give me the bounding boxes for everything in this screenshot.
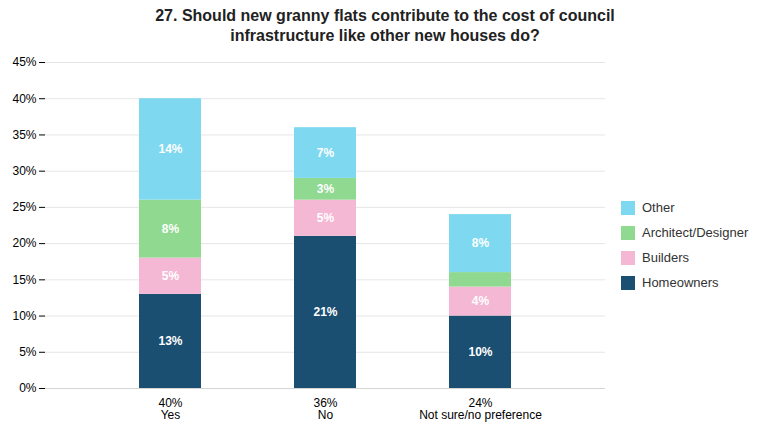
svg-text:10%: 10% [12, 309, 36, 323]
svg-text:5%: 5% [162, 269, 180, 283]
svg-text:7%: 7% [317, 146, 335, 160]
svg-text:24%Not sure/no preference: 24%Not sure/no preference [419, 396, 542, 422]
html-text:Architect/Designer: Architect/Designer [642, 225, 749, 240]
svg-text:14%: 14% [158, 142, 182, 156]
svg-text:8%: 8% [472, 236, 490, 250]
svg-text:5%: 5% [19, 345, 37, 359]
svg-text:20%: 20% [12, 236, 36, 250]
svg-text:13%: 13% [158, 334, 182, 348]
svg-text:21%: 21% [313, 305, 337, 319]
svg-text:10%: 10% [468, 345, 492, 359]
svg-text:36%No: 36%No [313, 396, 337, 422]
html-text:Homeowners: Homeowners [642, 275, 719, 290]
html-text:Builders: Builders [642, 250, 689, 265]
svg-text:5%: 5% [317, 211, 335, 225]
html-text:27. Should new granny flats co: 27. Should new granny flats contribute t… [155, 7, 615, 44]
svg-text:45%: 45% [12, 55, 36, 69]
svg-text:4%: 4% [472, 294, 490, 308]
html-text:Other: Other [642, 200, 675, 215]
svg-text:35%: 35% [12, 128, 36, 142]
svg-text:40%Yes: 40%Yes [158, 396, 182, 422]
svg-text:25%: 25% [12, 200, 36, 214]
svg-text:15%: 15% [12, 273, 36, 287]
svg-text:0%: 0% [19, 381, 37, 395]
svg-text:40%: 40% [12, 92, 36, 106]
svg-text:30%: 30% [12, 164, 36, 178]
svg-text:8%: 8% [162, 222, 180, 236]
svg-text:3%: 3% [317, 182, 335, 196]
